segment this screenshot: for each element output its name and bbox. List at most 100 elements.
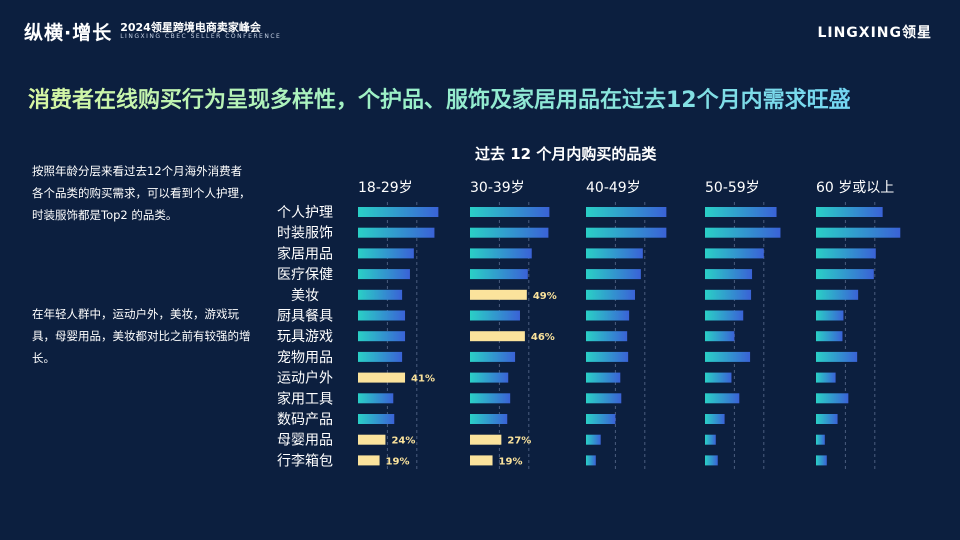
- data-label: 41%: [411, 374, 435, 385]
- bar: [358, 351, 403, 362]
- bar: [470, 248, 532, 259]
- bar: [470, 372, 509, 383]
- bar: [816, 269, 874, 280]
- category-label: 行李箱包: [277, 453, 333, 469]
- bar: [470, 207, 550, 217]
- bar: [705, 289, 752, 300]
- bar: [816, 289, 859, 300]
- bar: [358, 372, 406, 383]
- category-label: 母婴用品: [277, 433, 333, 449]
- bar: [470, 393, 511, 404]
- bar: [816, 331, 843, 342]
- bar: [586, 414, 616, 424]
- bar: [705, 414, 725, 424]
- bar: [586, 331, 628, 342]
- category-label: 运动户外: [277, 370, 333, 387]
- chart-title: 过去 12 个月内购买的品类: [475, 145, 657, 163]
- bar: [816, 393, 849, 404]
- series-label: 50-59岁: [705, 180, 760, 196]
- bar: [816, 455, 827, 466]
- bar: [705, 434, 716, 445]
- bar: [586, 434, 601, 445]
- category-label: 厨具餐具: [277, 309, 333, 325]
- company-logo: LINGXING领星: [817, 25, 932, 41]
- bar: [705, 372, 732, 383]
- bar: [586, 227, 667, 238]
- bar: [470, 227, 549, 238]
- description-paragraph-2: 在年轻人群中，运动户外，美妆，游戏玩具，母婴用品，美妆都对比之前有较强的增长。: [32, 307, 251, 365]
- bar: [816, 310, 844, 321]
- bar: [705, 331, 735, 342]
- headline: 消费者在线购买行为呈现多样性，个护品、服饰及家居用品在过去12个月内需求旺盛: [28, 82, 851, 114]
- bar: [470, 269, 528, 280]
- bar: [358, 434, 386, 445]
- event-title-block: 2024领星跨境电商卖家峰会 LINGXING CBEC SELLER CONF…: [120, 22, 281, 41]
- bar: [586, 455, 596, 466]
- bar: [470, 351, 516, 362]
- bar: [470, 455, 493, 466]
- brand: 纵横·增长 2024领星跨境电商卖家峰会 LINGXING CBEC SELLE…: [24, 18, 281, 45]
- category-label: 家用工具: [277, 390, 333, 407]
- bar: [705, 269, 753, 280]
- series-label: 30-39岁: [470, 180, 525, 196]
- data-label: 19%: [499, 456, 523, 467]
- bar: [705, 248, 764, 259]
- bar: [358, 455, 380, 466]
- data-label: 24%: [391, 436, 415, 447]
- event-subtitle: LINGXING CBEC SELLER CONFERENCE: [120, 33, 282, 41]
- bar: [470, 434, 502, 445]
- data-label: 46%: [531, 332, 555, 343]
- bar: [586, 310, 630, 321]
- bar: [816, 372, 836, 383]
- bar: [705, 310, 744, 321]
- bar: [358, 414, 395, 424]
- bar: [358, 289, 403, 300]
- series-label: 60 岁或以上: [816, 180, 894, 196]
- bar: [586, 289, 635, 300]
- bar: [470, 414, 508, 424]
- bar: [358, 310, 406, 321]
- brand-name: 纵横·增长: [24, 22, 113, 44]
- bar: [586, 393, 622, 404]
- category-label: 医疗保健: [277, 267, 333, 283]
- category-label: 玩具游戏: [277, 329, 333, 345]
- bar: [816, 414, 838, 424]
- bar: [470, 331, 525, 342]
- bar: [705, 207, 777, 217]
- bar: [358, 227, 435, 238]
- bar: [816, 248, 876, 259]
- category-label: 家居用品: [277, 245, 333, 262]
- bar: [705, 351, 751, 362]
- data-label: 19%: [386, 456, 410, 467]
- category-label: 宠物用品: [277, 350, 333, 366]
- bar: [816, 434, 825, 445]
- description-paragraph-1: 按照年龄分层来看过去12个月海外消费者各个品类的购买需求，可以看到个人护理，时装…: [32, 164, 251, 222]
- bar: [816, 351, 858, 362]
- bar: [358, 248, 414, 259]
- data-label: 49%: [533, 291, 557, 302]
- bar: [586, 351, 629, 362]
- data-label: 27%: [507, 436, 531, 447]
- bar: [358, 393, 394, 404]
- series-label: 18-29岁: [358, 180, 413, 196]
- bar: [586, 269, 641, 280]
- event-title: 2024领星跨境电商卖家峰会: [120, 21, 261, 35]
- bar: [705, 227, 781, 238]
- bar: [586, 372, 621, 383]
- bar: [358, 331, 406, 342]
- bar: [586, 207, 667, 217]
- category-label: 数码产品: [277, 412, 333, 428]
- bar: [470, 310, 520, 321]
- category-label: 个人护理: [277, 205, 333, 221]
- bar: [816, 207, 883, 217]
- bar: [358, 269, 410, 280]
- category-label: 时装服饰: [277, 226, 333, 242]
- series-label: 40-49岁: [586, 180, 641, 196]
- bar: [358, 207, 439, 217]
- bar: [705, 455, 718, 466]
- bar: [705, 393, 740, 404]
- bar: [586, 248, 643, 259]
- bar: [470, 289, 527, 300]
- category-label: 美妆: [291, 288, 319, 304]
